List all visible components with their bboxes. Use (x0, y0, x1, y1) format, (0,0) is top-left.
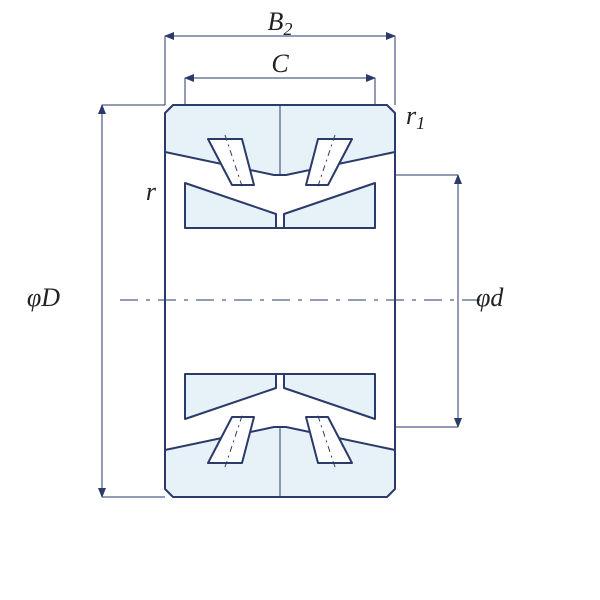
inner-ring-bot (185, 374, 375, 419)
svg-text:r: r (146, 177, 157, 206)
svg-text:B2: B2 (268, 7, 293, 39)
bearing-section-diagram: B2 CφD φd r r1 (0, 0, 600, 600)
inner-ring-top (185, 183, 375, 228)
svg-text:φd: φd (476, 283, 504, 312)
svg-text:r1: r1 (406, 101, 425, 133)
svg-text:φD: φD (27, 283, 60, 312)
svg-text:C: C (271, 49, 289, 78)
